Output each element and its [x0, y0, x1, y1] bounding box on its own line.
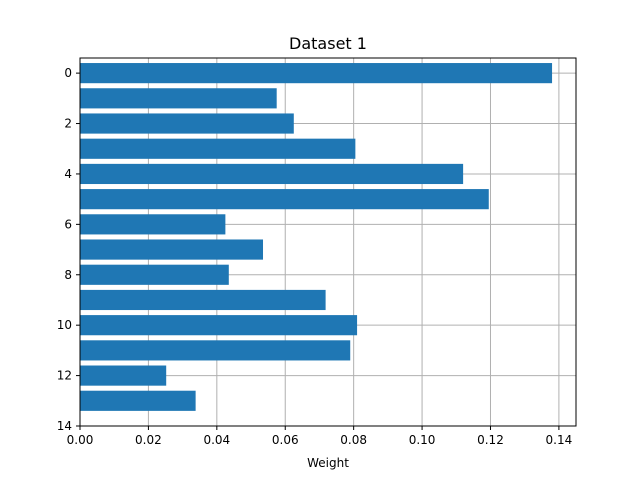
bar-5: [80, 189, 489, 210]
bar-6: [80, 214, 226, 235]
y-tick-label: 2: [64, 117, 72, 131]
bar-0: [80, 63, 553, 84]
bar-1: [80, 88, 277, 109]
bar-13: [80, 390, 196, 411]
x-tick-label: 0.10: [409, 433, 436, 447]
y-tick-label: 8: [64, 268, 72, 282]
y-tick-label: 4: [64, 167, 72, 181]
bar-layer: [80, 63, 553, 411]
x-tick-label: 0.04: [203, 433, 230, 447]
y-tick-label: 0: [64, 66, 72, 80]
bar-9: [80, 289, 326, 311]
chart-title: Dataset 1: [289, 34, 367, 53]
y-tick-label: 12: [57, 369, 72, 383]
bar-4: [80, 163, 464, 185]
x-tick-label: 0.08: [340, 433, 367, 447]
bar-10: [80, 315, 358, 336]
bar-8: [80, 264, 229, 285]
x-tick-label: 0.02: [135, 433, 162, 447]
bar-7: [80, 239, 264, 260]
plot-frame: [79, 57, 577, 427]
x-tick-label: 0.14: [546, 433, 573, 447]
bar-2: [80, 113, 294, 134]
bar-3: [80, 138, 356, 159]
x-axis-label: Weight: [307, 456, 349, 470]
bar-12: [80, 365, 167, 386]
y-tick-label: 6: [64, 217, 72, 231]
bar-11: [80, 340, 351, 361]
x-tick-label: 0.12: [477, 433, 504, 447]
y-tick-label: 14: [57, 419, 72, 433]
y-tick-label: 10: [57, 318, 72, 332]
axis-layer: 0.00 0.02 0.04 0.06 0.08 0.10 0.12 0.14 0 2 4 6 8 10 1…: [57, 66, 573, 447]
x-tick-label: 0.00: [67, 433, 94, 447]
x-tick-label: 0.06: [272, 433, 299, 447]
